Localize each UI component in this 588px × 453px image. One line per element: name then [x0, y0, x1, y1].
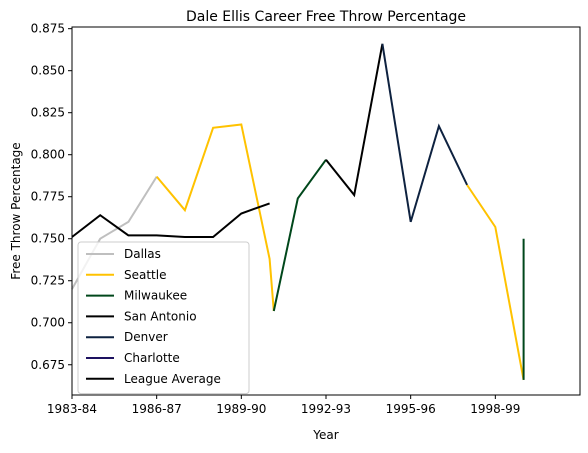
y-tick-label: 0.750: [31, 232, 65, 246]
legend-label: Dallas: [124, 247, 161, 261]
series-line-san-antonio-3: [325, 43, 384, 198]
legend-box: [77, 241, 250, 395]
legend-label: Charlotte: [124, 351, 180, 365]
series-line-league-average-8: [71, 202, 270, 238]
legend-label: League Average: [124, 372, 221, 386]
y-tick-label: 0.700: [31, 316, 65, 330]
legend-label: Denver: [124, 330, 168, 344]
x-tick-label: 1989-90: [216, 402, 266, 416]
y-tick-label: 0.875: [31, 22, 65, 36]
y-tick-label: 0.800: [31, 148, 65, 162]
series-line-seattle-5: [466, 184, 525, 381]
legend: Dallas Seattle Milwaukee San Antonio Denver C…: [77, 241, 250, 395]
y-tick-label: 0.775: [31, 190, 65, 204]
y-axis: 0.675 0.700 0.725 0.750 0.775 0.800 0.825 0.850…: [31, 22, 72, 372]
y-tick-label: 0.725: [31, 274, 65, 288]
y-tick-label: 0.825: [31, 106, 65, 120]
x-tick-label: 1992-93: [301, 402, 351, 416]
x-tick-label: 1995-96: [386, 402, 436, 416]
y-axis-label: Free Throw Percentage: [9, 142, 23, 279]
x-axis-label: Year: [312, 428, 338, 442]
x-tick-label: 1998-99: [470, 402, 520, 416]
legend-label: San Antonio: [124, 309, 197, 323]
legend-label: Milwaukee: [124, 289, 187, 303]
plot-area: [71, 43, 525, 381]
y-tick-label: 0.850: [31, 64, 65, 78]
series-line-denver-4: [381, 43, 469, 223]
x-tick-label: 1983-84: [47, 402, 97, 416]
chart-title: Dale Ellis Career Free Throw Percentage: [186, 9, 466, 25]
series-line-seattle-1: [155, 123, 275, 312]
x-axis: 1983-84 1986-87 1989-90 1992-93 1995-96 1998-…: [47, 395, 520, 416]
series-line-milwaukee-2: [272, 159, 327, 312]
legend-label: Seattle: [124, 268, 166, 282]
x-tick-label: 1986-87: [132, 402, 182, 416]
y-tick-label: 0.675: [31, 358, 65, 372]
